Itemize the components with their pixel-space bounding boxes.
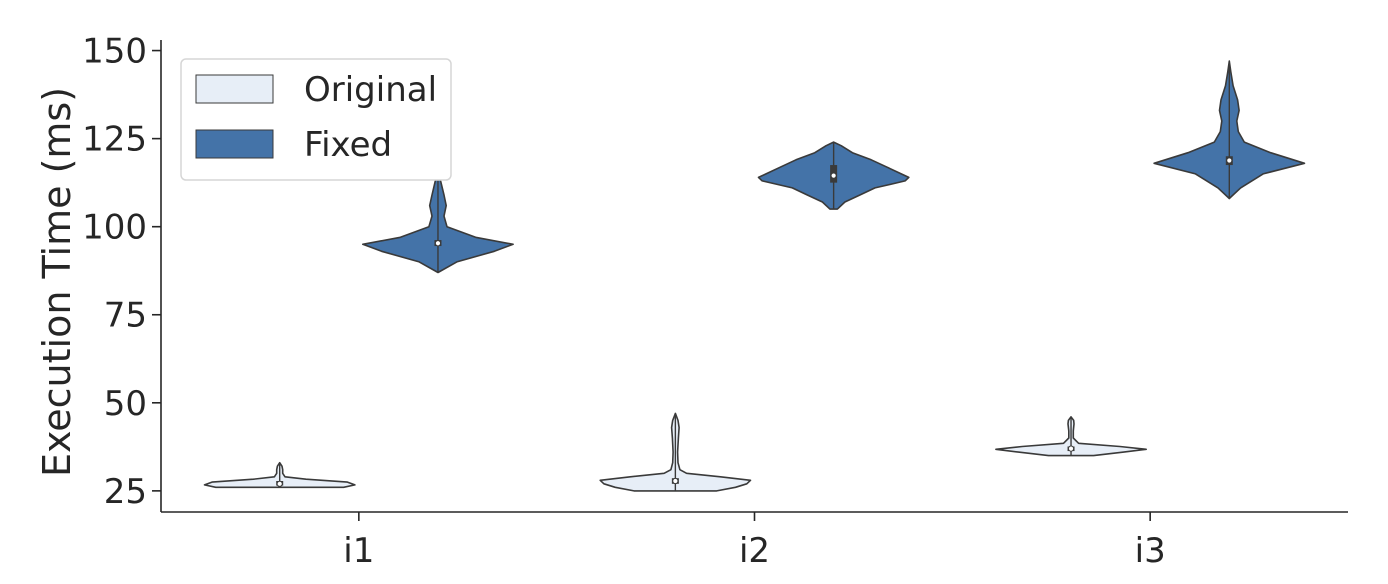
legend-label-fixed: Fixed [304, 125, 392, 165]
y-tick-label: 75 [104, 296, 147, 336]
violin-median-point [830, 172, 837, 179]
y-tick-label: 50 [104, 384, 147, 424]
y-tick-label: 125 [82, 120, 147, 160]
plot-area [203, 60, 1306, 492]
legend-swatch-fixed [195, 129, 274, 159]
legend: Original Fixed [180, 58, 452, 181]
violin-median-point [672, 477, 679, 485]
violin-median-point [1226, 157, 1233, 164]
y-axis-title: Execution Time (ms) [35, 87, 79, 477]
x-axis-ticks: i1 i2 i3 [343, 512, 1166, 571]
x-tick-label: i3 [1135, 531, 1166, 571]
violin-median-point [434, 240, 442, 247]
violins [203, 60, 1306, 492]
x-tick-label: i1 [343, 531, 374, 571]
legend-label-original: Original [304, 70, 437, 110]
y-tick-label: 100 [82, 208, 147, 248]
y-tick-label: 150 [82, 32, 147, 72]
violin-median-point [276, 480, 283, 487]
y-axis-ticks: 25 50 75 100 125 150 [82, 32, 161, 512]
y-tick-label: 25 [104, 472, 147, 512]
x-tick-label: i2 [739, 531, 770, 571]
violin-median-point [1067, 445, 1075, 452]
legend-swatch-original [195, 74, 274, 104]
